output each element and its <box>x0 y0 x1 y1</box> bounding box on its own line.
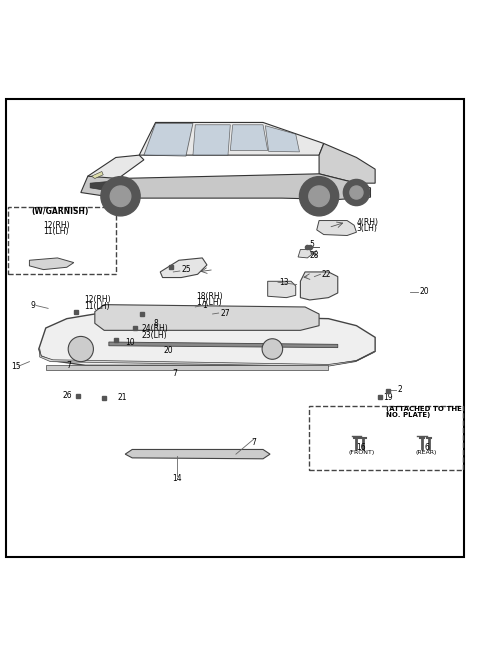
Text: 13: 13 <box>279 277 289 287</box>
Text: 20: 20 <box>164 346 174 355</box>
Text: 5: 5 <box>310 240 314 249</box>
Polygon shape <box>90 181 118 190</box>
Text: 11(LH): 11(LH) <box>84 302 110 310</box>
Text: 20: 20 <box>420 287 429 296</box>
Polygon shape <box>268 281 296 298</box>
Text: 10: 10 <box>125 338 135 348</box>
Polygon shape <box>139 123 324 155</box>
Text: 26: 26 <box>62 391 72 400</box>
Text: 24(RH): 24(RH) <box>142 325 168 333</box>
Polygon shape <box>92 171 103 178</box>
Text: 19: 19 <box>384 393 393 401</box>
Polygon shape <box>39 314 375 365</box>
Circle shape <box>350 186 363 199</box>
Polygon shape <box>46 365 328 370</box>
Circle shape <box>300 176 339 216</box>
Polygon shape <box>29 258 74 270</box>
Text: 6: 6 <box>424 443 429 451</box>
Polygon shape <box>109 342 338 348</box>
Text: 8: 8 <box>153 319 158 328</box>
Text: 18(RH): 18(RH) <box>197 292 223 300</box>
Polygon shape <box>160 258 207 277</box>
Text: (W/GARNISH): (W/GARNISH) <box>31 207 88 216</box>
Text: 15: 15 <box>12 362 21 371</box>
Text: (ATTACHED TO THE: (ATTACHED TO THE <box>386 406 462 412</box>
Text: 1: 1 <box>202 301 207 310</box>
Circle shape <box>263 340 282 358</box>
Circle shape <box>69 337 93 361</box>
Polygon shape <box>265 126 300 152</box>
Polygon shape <box>319 144 375 183</box>
Text: 22: 22 <box>322 270 331 279</box>
Text: 7: 7 <box>172 369 177 379</box>
Text: 9: 9 <box>30 301 35 310</box>
Polygon shape <box>144 123 193 156</box>
Circle shape <box>110 186 131 207</box>
Text: 27: 27 <box>220 308 229 318</box>
Polygon shape <box>230 125 268 150</box>
Text: 4(RH): 4(RH) <box>357 218 378 228</box>
Text: 25: 25 <box>181 265 191 274</box>
Text: 2: 2 <box>397 385 402 394</box>
Polygon shape <box>193 125 230 155</box>
Text: (FRONT): (FRONT) <box>348 450 374 455</box>
Text: 3(LH): 3(LH) <box>357 224 377 234</box>
Polygon shape <box>40 348 374 366</box>
Text: 12(RH): 12(RH) <box>43 220 70 230</box>
Polygon shape <box>88 155 144 183</box>
Text: 16: 16 <box>356 443 366 451</box>
Text: NO. PLATE): NO. PLATE) <box>386 413 430 419</box>
Text: 23(LH): 23(LH) <box>142 331 167 340</box>
Polygon shape <box>300 272 338 300</box>
Text: 12(RH): 12(RH) <box>84 295 111 304</box>
Polygon shape <box>125 449 270 459</box>
Text: 28: 28 <box>310 251 319 260</box>
Text: 11(LH): 11(LH) <box>43 227 69 236</box>
Text: 7: 7 <box>67 361 72 370</box>
Text: (REAR): (REAR) <box>416 450 437 455</box>
Text: 14: 14 <box>172 474 181 483</box>
Polygon shape <box>81 174 371 199</box>
Circle shape <box>101 176 140 216</box>
Text: 7: 7 <box>251 438 256 447</box>
Polygon shape <box>298 249 312 258</box>
Text: 17(LH): 17(LH) <box>197 298 222 307</box>
Circle shape <box>309 186 329 207</box>
Polygon shape <box>317 220 357 236</box>
Circle shape <box>343 180 370 205</box>
Polygon shape <box>95 304 319 331</box>
Text: 21: 21 <box>117 393 127 401</box>
